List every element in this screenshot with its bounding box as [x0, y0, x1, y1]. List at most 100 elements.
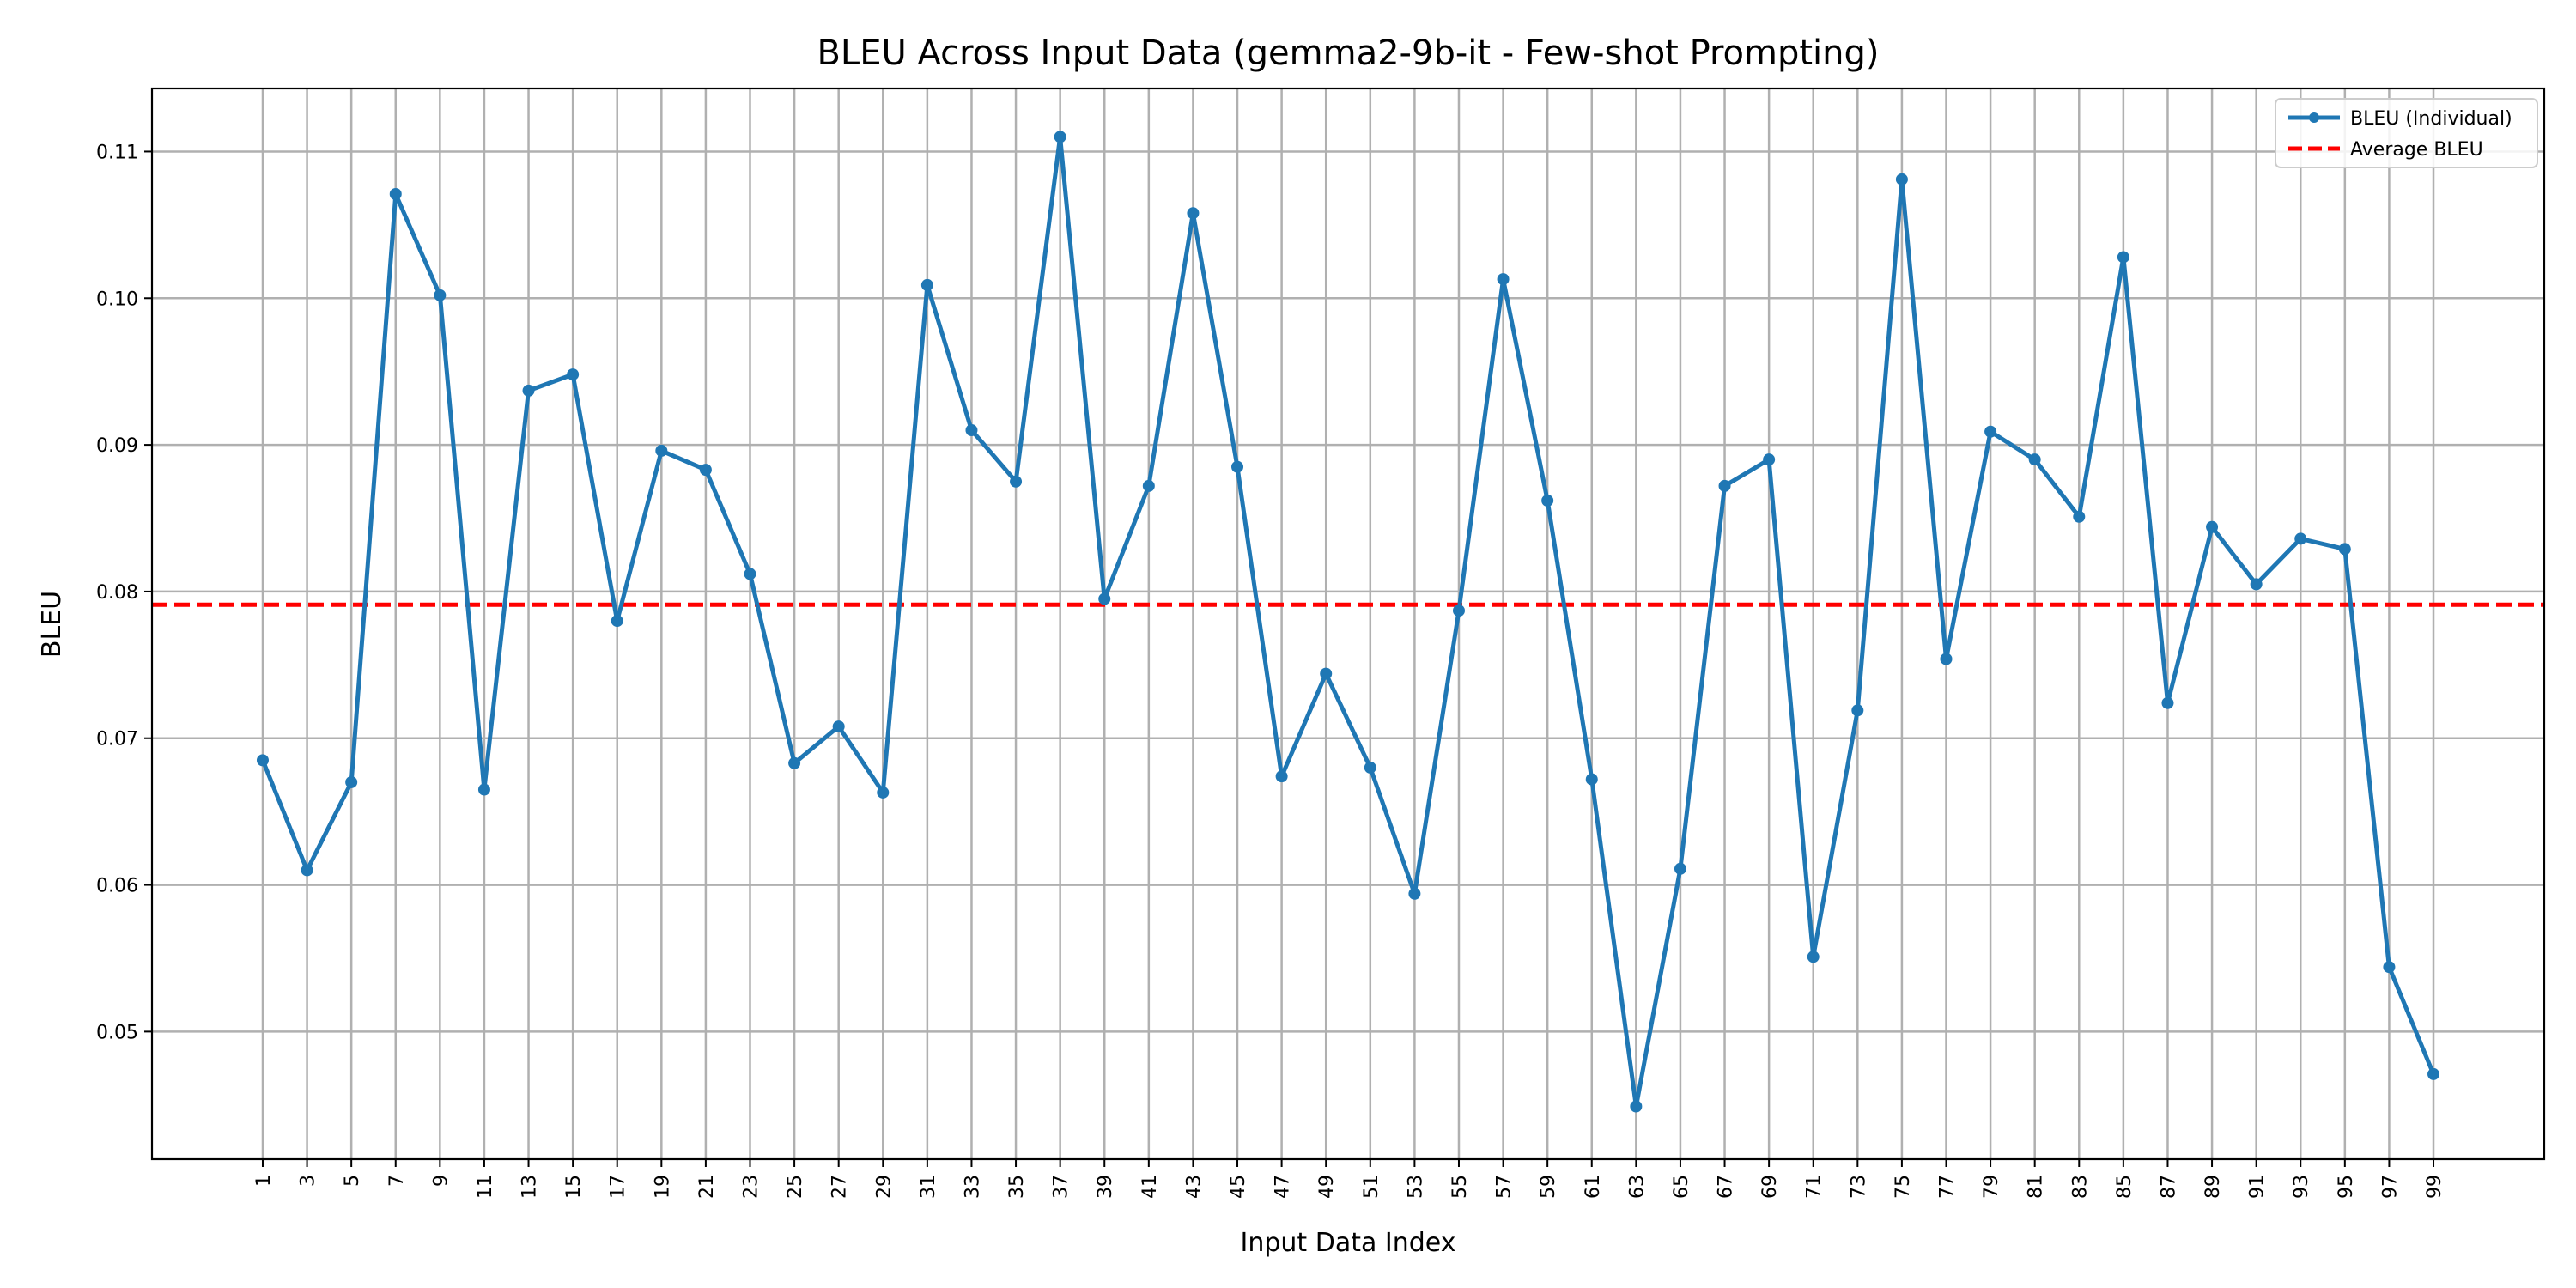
data-point: [1452, 605, 1465, 617]
data-point: [965, 424, 978, 437]
data-point: [877, 786, 890, 799]
x-tick-label: 99: [2424, 1175, 2445, 1199]
data-point: [2383, 961, 2396, 974]
x-tick-label: 27: [829, 1175, 851, 1199]
data-point: [1851, 704, 1864, 717]
x-tick-label: 73: [1848, 1175, 1869, 1199]
legend: BLEU (Individual) Average BLEU: [2275, 98, 2538, 168]
data-point: [434, 289, 447, 301]
x-tick-label: 25: [785, 1175, 806, 1199]
data-point: [2338, 543, 2351, 556]
data-point: [2117, 251, 2129, 264]
data-point: [1364, 761, 1376, 774]
x-tick-label: 39: [1095, 1175, 1116, 1199]
data-point: [2294, 532, 2307, 545]
x-tick-label: 1: [253, 1175, 275, 1187]
grid: [152, 88, 2544, 1159]
x-tick-label: 89: [2202, 1175, 2224, 1199]
data-point: [655, 444, 668, 457]
data-point: [1408, 887, 1421, 900]
data-point: [1098, 592, 1111, 605]
data-point: [1895, 173, 1908, 185]
data-point: [2250, 578, 2263, 591]
x-tick-label: 93: [2291, 1175, 2312, 1199]
x-tick-label: 13: [519, 1175, 541, 1199]
x-tick-label: 51: [1361, 1175, 1382, 1199]
data-point: [2427, 1067, 2440, 1080]
data-point: [1630, 1100, 1643, 1113]
x-tick-label: 91: [2247, 1175, 2269, 1199]
x-tick-label: 37: [1051, 1175, 1072, 1199]
data-point: [522, 384, 535, 397]
series-group: [256, 131, 2440, 1113]
x-tick-label: 77: [1937, 1175, 1959, 1199]
x-tick-label: 67: [1716, 1175, 1737, 1199]
data-point: [477, 783, 490, 796]
x-tick-label: 71: [1804, 1175, 1826, 1199]
data-point: [256, 754, 269, 767]
data-point: [345, 775, 358, 788]
x-tick-label: 95: [2336, 1175, 2357, 1199]
data-point: [1763, 453, 1776, 466]
data-point: [2028, 453, 2041, 466]
x-tick-label: 63: [1626, 1175, 1648, 1199]
data-point: [744, 568, 756, 580]
legend-marker-individual: [2309, 112, 2319, 123]
x-tick-label: 19: [652, 1175, 673, 1199]
x-tick-label: 79: [1981, 1175, 2002, 1199]
data-point: [1231, 460, 1244, 473]
data-point: [1940, 653, 1953, 665]
x-tick-label: 7: [386, 1175, 408, 1187]
x-tick-label: 49: [1316, 1175, 1338, 1199]
x-tick-label: 75: [1893, 1175, 1914, 1199]
data-point: [2073, 510, 2086, 523]
data-point: [1320, 667, 1333, 680]
x-tick-label: 11: [475, 1175, 496, 1199]
data-point: [699, 464, 712, 477]
x-tick-label: 33: [962, 1175, 983, 1199]
legend-label-individual: BLEU (Individual): [2350, 108, 2512, 130]
x-axis-ticks: 1 3 5 7 9 11 13 15 17 19 21 23 25 27 29 31 33 35 37 39 41 43 4…: [253, 1159, 2445, 1199]
y-axis-label: BLEU: [37, 591, 67, 658]
plot-frame: [150, 87, 2546, 1161]
data-point: [1984, 425, 1997, 438]
x-tick-label: 85: [2114, 1175, 2136, 1199]
y-tick-label: 0.10: [96, 289, 138, 310]
y-tick-label: 0.09: [96, 435, 138, 457]
x-tick-label: 65: [1671, 1175, 1692, 1199]
y-tick-label: 0.11: [96, 142, 138, 163]
data-point: [788, 756, 801, 769]
y-tick-label: 0.06: [96, 876, 138, 897]
x-tick-label: 47: [1273, 1175, 1294, 1199]
x-tick-label: 45: [1228, 1175, 1249, 1199]
x-tick-label: 15: [563, 1175, 585, 1199]
x-tick-label: 17: [608, 1175, 629, 1199]
y-tick-label: 0.08: [96, 582, 138, 604]
series-line-individual: [260, 134, 2436, 1109]
data-point: [1541, 495, 1554, 507]
data-point: [1674, 862, 1686, 875]
x-tick-label: 21: [696, 1175, 718, 1199]
data-point: [1585, 773, 1598, 786]
data-point: [1497, 273, 1510, 286]
x-tick-label: 81: [2026, 1175, 2047, 1199]
x-axis-label: Input Data Index: [1241, 1228, 1456, 1258]
x-tick-label: 53: [1405, 1175, 1426, 1199]
x-tick-label: 43: [1183, 1175, 1205, 1199]
x-tick-label: 35: [1006, 1175, 1028, 1199]
x-tick-label: 57: [1494, 1175, 1516, 1199]
data-point: [1807, 951, 1820, 963]
x-tick-label: 5: [342, 1175, 363, 1187]
x-tick-label: 83: [2069, 1175, 2091, 1199]
data-point: [611, 615, 623, 628]
data-point: [1718, 479, 1731, 492]
x-tick-label: 55: [1449, 1175, 1471, 1199]
x-tick-label: 3: [298, 1175, 319, 1187]
x-tick-label: 97: [2379, 1175, 2401, 1199]
x-tick-label: 59: [1538, 1175, 1559, 1199]
x-tick-label: 61: [1583, 1175, 1604, 1199]
data-point: [1275, 770, 1288, 783]
data-point: [301, 864, 313, 877]
x-tick-label: 41: [1139, 1175, 1161, 1199]
